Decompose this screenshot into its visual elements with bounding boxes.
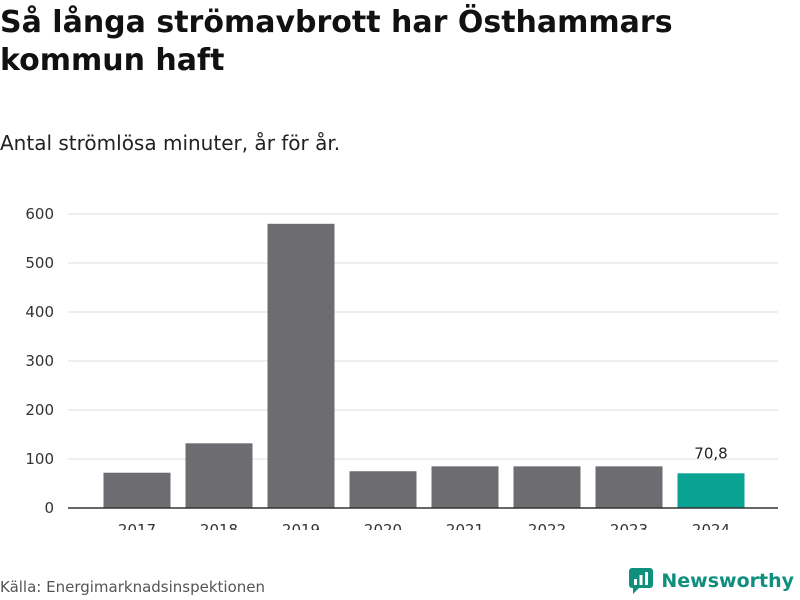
- x-tick-label: 2018: [200, 521, 238, 530]
- bar-2021: [431, 466, 499, 508]
- y-tick-label: 100: [25, 450, 54, 468]
- y-tick-label: 300: [25, 352, 54, 370]
- chart-title: Så långa strömavbrott har Östhammars kom…: [0, 5, 673, 78]
- y-tick-label: 400: [25, 303, 54, 321]
- bar-2023: [595, 466, 663, 508]
- x-tick-label: 2017: [118, 521, 156, 530]
- bar-2017: [103, 472, 171, 508]
- newsworthy-logo-icon: [629, 568, 654, 594]
- y-tick-label: 600: [25, 205, 54, 223]
- y-tick-label: 0: [44, 499, 54, 517]
- bar-2024: [677, 473, 745, 508]
- bar-2020: [349, 471, 417, 508]
- x-tick-label: 2023: [610, 521, 648, 530]
- bar-2018: [185, 443, 253, 508]
- chart-subtitle: Antal strömlösa minuter, år för år.: [0, 131, 341, 155]
- brand: Newsworthy: [629, 568, 794, 594]
- x-tick-label: 2019: [282, 521, 320, 530]
- data-label: 70,8: [694, 444, 727, 462]
- y-tick-label: 500: [25, 254, 54, 272]
- bar-chart: 0 100 200 300 400 500 600 2017 2018 2019 2020 2021 2…: [25, 205, 778, 530]
- x-tick-label: 2021: [446, 521, 484, 530]
- x-tick-label: 2022: [528, 521, 566, 530]
- bar-2019: [267, 223, 335, 509]
- x-tick-label: 2024: [692, 521, 730, 530]
- y-tick-label: 200: [25, 401, 54, 419]
- bar-2022: [513, 466, 581, 508]
- source-credit: Källa: Energimarknadsinspektionen: [0, 578, 266, 596]
- x-tick-label: 2020: [364, 521, 402, 530]
- brand-name: Newsworthy: [661, 570, 794, 592]
